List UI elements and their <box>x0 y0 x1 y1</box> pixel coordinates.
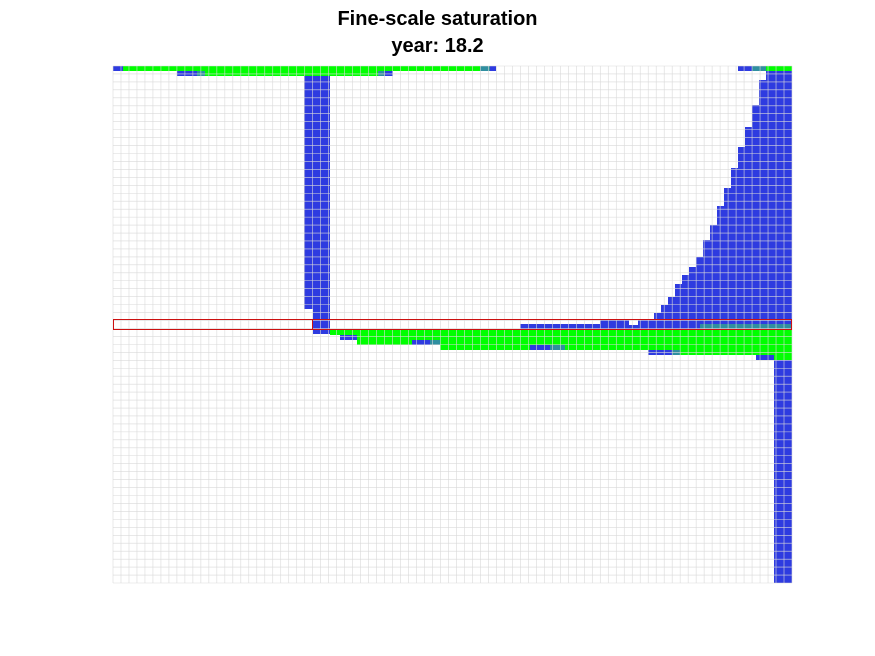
cell-block-mixed <box>700 324 792 330</box>
cell-block-co2 <box>774 355 792 360</box>
cell-block-co2 <box>357 335 792 340</box>
saturation-cells <box>113 66 792 583</box>
cell-block-water <box>689 267 792 275</box>
figure-subtitle: year: 18.2 <box>391 35 484 57</box>
cell-block-water <box>759 80 792 105</box>
cell-block-water <box>668 297 792 305</box>
cell-block-water <box>638 319 792 325</box>
cell-block-water <box>738 66 752 71</box>
cell-block-water <box>654 313 792 319</box>
cell-block-water <box>756 355 774 360</box>
cell-block-mixed <box>378 71 385 76</box>
cell-block-mixed <box>752 66 766 71</box>
cell-block-water <box>717 206 792 225</box>
cell-block-water <box>675 284 792 297</box>
cell-block-water <box>724 188 792 206</box>
cell-block-co2 <box>357 340 792 345</box>
cell-block-water <box>177 71 197 76</box>
cell-block-co2 <box>766 66 792 71</box>
fine-grid <box>112 65 793 584</box>
cell-block-co2 <box>123 66 490 71</box>
cell-block-water <box>682 275 792 284</box>
coarse-block-outlines <box>113 319 792 330</box>
cell-block-water <box>385 71 393 76</box>
cell-block-water <box>113 66 123 71</box>
coarse-block-outline <box>312 319 792 330</box>
cell-block-water <box>745 127 792 147</box>
cell-block-water <box>490 66 496 71</box>
cell-block-water <box>530 345 550 350</box>
figure-title: Fine-scale saturation <box>337 8 538 30</box>
cell-block-co2 <box>205 71 378 76</box>
cell-block-co2 <box>330 330 792 335</box>
cell-block-water <box>703 240 792 257</box>
cell-block-water <box>600 319 629 324</box>
cell-block-water <box>766 71 792 80</box>
cell-block-water <box>752 105 792 127</box>
cell-block-water <box>412 340 430 345</box>
cell-block-water <box>731 168 792 188</box>
cell-block-water <box>710 225 792 240</box>
cell-block-water <box>304 76 330 309</box>
cell-block-water <box>340 335 357 340</box>
cell-block-water <box>313 309 330 334</box>
cell-block-mixed <box>550 345 565 350</box>
cell-block-water <box>738 147 792 168</box>
cell-block-mixed <box>480 66 490 71</box>
cell-block-water <box>661 305 792 313</box>
cell-block-mixed <box>430 340 440 345</box>
cell-block-water <box>520 324 629 330</box>
